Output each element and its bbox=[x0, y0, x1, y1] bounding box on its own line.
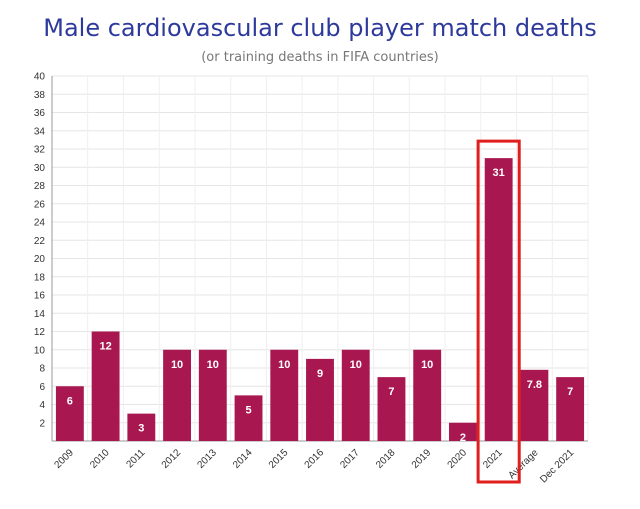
x-tick-label: 2014 bbox=[231, 447, 255, 471]
x-tick-label: 2018 bbox=[374, 447, 398, 471]
y-tick-label: 18 bbox=[34, 272, 46, 283]
bar bbox=[520, 369, 549, 441]
x-tick-label: 2010 bbox=[88, 447, 112, 471]
bar bbox=[556, 377, 585, 441]
data-label: 9 bbox=[317, 368, 323, 380]
x-tick-label: 2012 bbox=[160, 447, 184, 471]
x-tick-label: 2009 bbox=[52, 447, 76, 471]
x-tick-label: Average bbox=[507, 447, 541, 481]
data-label: 10 bbox=[421, 359, 433, 371]
bar bbox=[91, 331, 120, 441]
x-tick-label: 2011 bbox=[124, 447, 147, 470]
y-tick-label: 20 bbox=[34, 254, 46, 265]
y-tick-label: 6 bbox=[39, 382, 45, 393]
bar bbox=[306, 358, 334, 441]
y-tick-label: 22 bbox=[34, 236, 46, 247]
y-tick-label: 28 bbox=[34, 181, 46, 192]
x-tick-label: 2020 bbox=[446, 447, 470, 471]
chart-subtitle: (or training deaths in FIFA countries) bbox=[201, 50, 439, 65]
bar bbox=[270, 349, 299, 441]
y-tick-label: 34 bbox=[34, 126, 46, 137]
data-label: 12 bbox=[99, 341, 111, 353]
data-label: 10 bbox=[350, 359, 362, 371]
data-label: 10 bbox=[207, 359, 219, 371]
bar bbox=[55, 386, 84, 441]
x-tick-label: 2017 bbox=[338, 447, 362, 471]
x-tick-label: 2013 bbox=[195, 447, 219, 471]
y-tick-label: 8 bbox=[39, 364, 45, 375]
x-tick-label: 2021 bbox=[481, 447, 505, 471]
y-tick-label: 16 bbox=[34, 291, 46, 302]
data-label: 6 bbox=[67, 395, 73, 407]
y-tick-label: 26 bbox=[34, 199, 46, 210]
bar bbox=[163, 349, 192, 441]
data-label: 31 bbox=[493, 167, 505, 179]
bar bbox=[448, 422, 477, 441]
y-tick-label: 2 bbox=[39, 418, 45, 429]
data-label: 7.8 bbox=[527, 379, 542, 391]
bar bbox=[234, 395, 263, 441]
data-label: 2 bbox=[460, 432, 466, 444]
data-label: 7 bbox=[388, 386, 394, 398]
y-tick-label: 24 bbox=[34, 218, 46, 229]
y-tick-label: 40 bbox=[34, 72, 46, 83]
y-tick-label: 30 bbox=[34, 163, 46, 174]
highlight-box bbox=[476, 139, 521, 484]
y-tick-label: 36 bbox=[34, 108, 46, 119]
y-tick-label: 14 bbox=[34, 309, 46, 320]
bar bbox=[341, 349, 370, 441]
bar bbox=[377, 377, 406, 441]
data-label: 3 bbox=[138, 423, 144, 435]
bar bbox=[198, 349, 227, 441]
x-tick-label: 2015 bbox=[267, 447, 291, 471]
data-label: 10 bbox=[278, 359, 290, 371]
data-label: 7 bbox=[567, 386, 573, 398]
bar bbox=[413, 349, 442, 441]
data-label: 10 bbox=[171, 359, 183, 371]
y-tick-label: 10 bbox=[34, 345, 46, 356]
bar bbox=[127, 413, 156, 441]
bar bbox=[484, 158, 513, 441]
y-tick-label: 38 bbox=[34, 90, 46, 101]
x-tick-label: 2019 bbox=[410, 447, 434, 471]
y-tick-label: 4 bbox=[39, 400, 45, 411]
y-tick-label: 12 bbox=[34, 327, 46, 338]
x-tick-label: Dec 2021 bbox=[538, 447, 576, 485]
chart-title: Male cardiovascular club player match de… bbox=[43, 14, 597, 42]
data-label: 5 bbox=[245, 404, 251, 416]
x-tick-label: 2016 bbox=[303, 447, 327, 471]
y-tick-label: 32 bbox=[34, 145, 46, 156]
